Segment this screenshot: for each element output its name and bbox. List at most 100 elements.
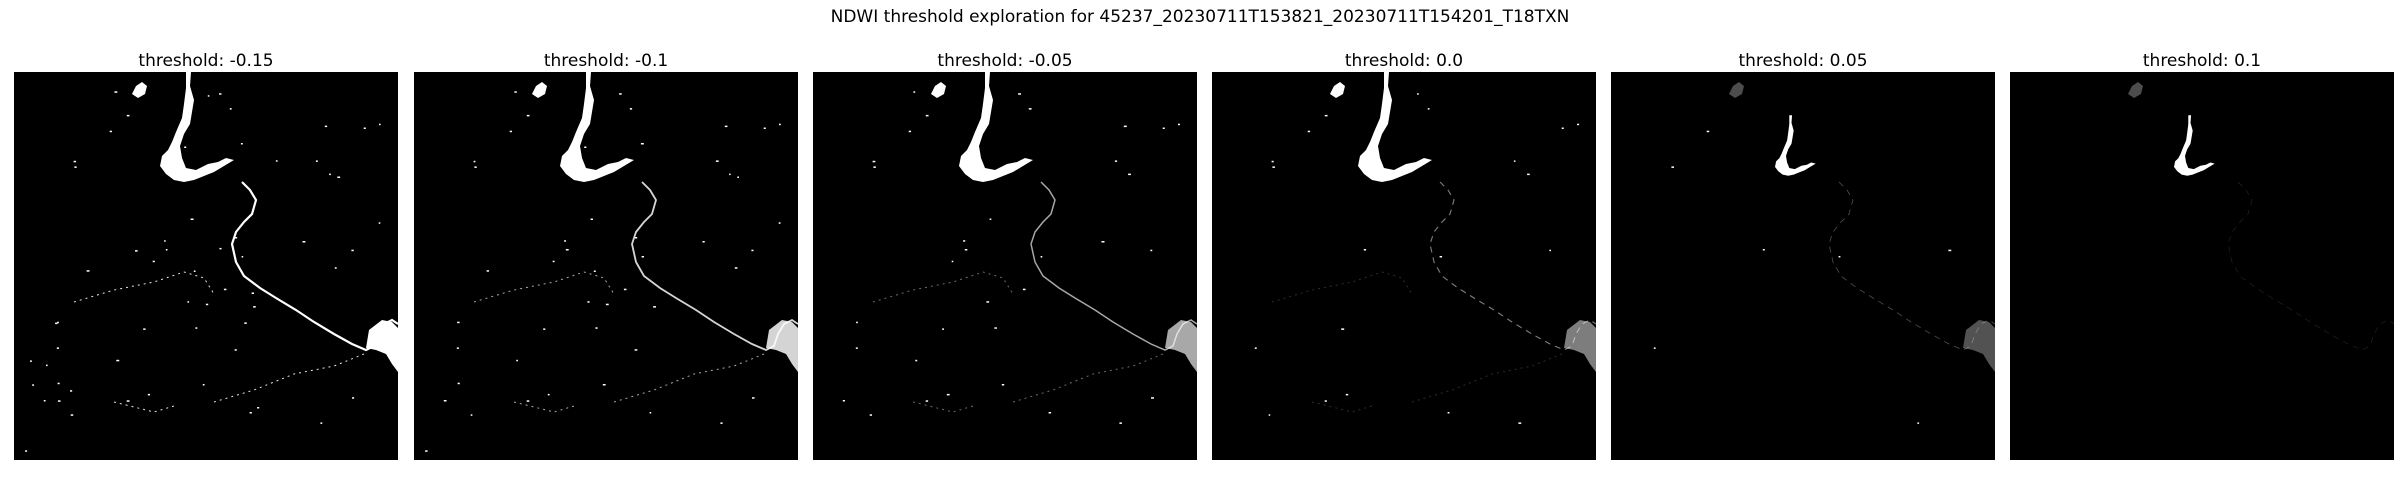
water-speckle xyxy=(315,160,318,162)
tributary-line xyxy=(113,401,175,413)
water-speckle xyxy=(1513,160,1516,162)
lake-shape xyxy=(2174,115,2215,176)
pond-shape xyxy=(2128,82,2143,98)
water-speckle xyxy=(223,288,227,291)
water-features xyxy=(25,72,398,452)
water-speckle xyxy=(1272,166,1275,168)
water-speckle xyxy=(195,327,198,329)
water-speckle xyxy=(752,397,755,399)
water-speckle xyxy=(46,364,48,367)
panel-title: threshold: -0.05 xyxy=(937,51,1073,71)
lake-shape xyxy=(1358,72,1432,182)
water-speckle xyxy=(58,400,61,402)
panel-title: threshold: 0.05 xyxy=(1738,51,1868,71)
water-speckle xyxy=(329,173,331,176)
tributary-line xyxy=(1271,271,1413,303)
water-speckle xyxy=(114,91,118,93)
water-speckle xyxy=(302,241,306,243)
water-mask-image xyxy=(414,72,798,460)
water-speckle xyxy=(324,125,328,128)
tributary-line xyxy=(1311,401,1373,413)
water-speckle xyxy=(147,393,151,396)
water-speckle xyxy=(593,270,596,272)
tributary-line xyxy=(1012,353,1164,403)
water-speckle xyxy=(653,306,656,308)
water-speckle xyxy=(474,166,477,168)
water-speckle xyxy=(605,303,609,306)
threshold-panel: threshold: -0.1 xyxy=(414,50,798,462)
water-speckle xyxy=(443,400,447,402)
water-speckle xyxy=(57,382,60,385)
water-speckle xyxy=(509,130,512,133)
mask-background xyxy=(2010,72,2394,460)
pond-shape xyxy=(532,82,547,98)
water-speckle xyxy=(1417,93,1419,95)
pond-shape xyxy=(931,82,946,98)
water-speckle xyxy=(720,422,723,424)
water-speckle xyxy=(351,249,354,252)
water-speckle xyxy=(1119,422,1122,424)
water-speckle xyxy=(640,143,644,145)
water-speckle xyxy=(1427,108,1430,110)
water-speckle xyxy=(619,93,622,95)
water-speckle xyxy=(202,384,205,386)
water-speckle xyxy=(1123,125,1127,128)
water-features xyxy=(1254,72,1596,424)
water-speckle xyxy=(751,249,754,252)
water-speckle xyxy=(1162,127,1165,129)
water-speckle xyxy=(184,146,187,148)
water-speckle xyxy=(1040,256,1043,258)
water-speckle xyxy=(584,146,587,148)
water-speckle xyxy=(55,322,58,325)
water-speckle xyxy=(778,222,781,224)
water-speckle xyxy=(70,390,73,392)
water-features xyxy=(425,72,798,452)
water-speckle xyxy=(1271,160,1274,163)
threshold-panel: threshold: 0.0 xyxy=(1212,50,1596,462)
water-speckle xyxy=(855,347,858,349)
water-speckle xyxy=(74,166,77,168)
water-speckle xyxy=(1268,414,1271,416)
water-speckle xyxy=(253,306,256,308)
water-speckle xyxy=(1018,93,1021,95)
water-speckle xyxy=(873,166,876,168)
water-speckle xyxy=(456,347,459,349)
water-speckle xyxy=(1151,397,1154,399)
water-speckle xyxy=(1549,249,1552,252)
water-speckle xyxy=(1048,412,1052,414)
panel-title: threshold: -0.1 xyxy=(543,51,669,71)
water-features xyxy=(842,72,1197,424)
water-mask-image xyxy=(1611,72,1995,460)
water-speckle xyxy=(623,288,627,291)
pond-shape xyxy=(1330,82,1345,98)
threshold-panel: threshold: 0.1 xyxy=(2010,50,2394,462)
water-speckle xyxy=(514,91,517,93)
water-speckle xyxy=(1307,130,1311,133)
delta-shape xyxy=(366,320,398,372)
water-speckle xyxy=(729,173,731,176)
water-speckle xyxy=(986,301,990,303)
water-speckle xyxy=(1001,384,1005,386)
river-line xyxy=(1429,181,1596,351)
figure-title: NDWI threshold exploration for 45237_202… xyxy=(830,7,1570,27)
water-speckle xyxy=(587,301,590,303)
water-speckle xyxy=(470,414,473,416)
water-speckle xyxy=(1577,123,1580,126)
water-speckle xyxy=(1028,108,1032,110)
water-speckle xyxy=(70,414,74,416)
water-speckle xyxy=(649,412,652,414)
panel-title: threshold: 0.0 xyxy=(1344,51,1464,71)
water-speckle xyxy=(229,108,232,110)
water-speckle xyxy=(951,260,954,263)
threshold-panel: threshold: -0.05 xyxy=(813,50,1197,462)
water-speckle xyxy=(320,422,323,424)
river-line xyxy=(1828,181,1995,351)
water-speckle xyxy=(565,249,569,251)
water-speckle xyxy=(378,222,381,224)
mask-background xyxy=(414,72,798,460)
tributary-line xyxy=(513,401,575,413)
delta-shape xyxy=(1963,320,1995,372)
water-speckle xyxy=(994,327,997,329)
mask-background xyxy=(813,72,1197,460)
water-speckle xyxy=(30,360,32,362)
